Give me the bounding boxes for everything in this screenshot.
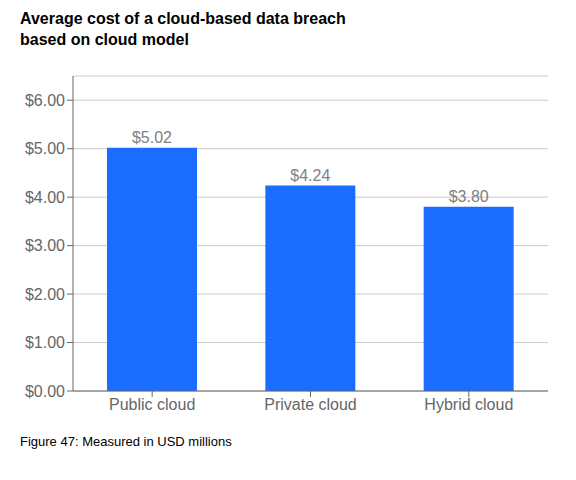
svg-text:$4.24: $4.24 [290, 167, 330, 184]
svg-text:Hybrid cloud: Hybrid cloud [424, 396, 513, 413]
svg-text:$2.00: $2.00 [25, 286, 65, 303]
svg-text:$3.00: $3.00 [25, 237, 65, 254]
svg-text:$5.02: $5.02 [132, 129, 172, 146]
svg-text:$0.00: $0.00 [25, 383, 65, 400]
svg-text:Public cloud: Public cloud [109, 396, 195, 413]
svg-text:Private cloud: Private cloud [264, 396, 357, 413]
html-text:based on cloud model: based on cloud model [20, 31, 189, 48]
svg-text:$1.00: $1.00 [25, 334, 65, 351]
svg-text:$6.00: $6.00 [25, 92, 65, 109]
html-text:Figure 47: Measured in USD mil: Figure 47: Measured in USD millions [20, 434, 232, 449]
svg-text:$4.00: $4.00 [25, 189, 65, 206]
svg-text:$5.00: $5.00 [25, 140, 65, 157]
html-text:Average cost of a cloud-based: Average cost of a cloud-based data breac… [20, 10, 346, 27]
svg-text:$3.80: $3.80 [449, 188, 489, 205]
